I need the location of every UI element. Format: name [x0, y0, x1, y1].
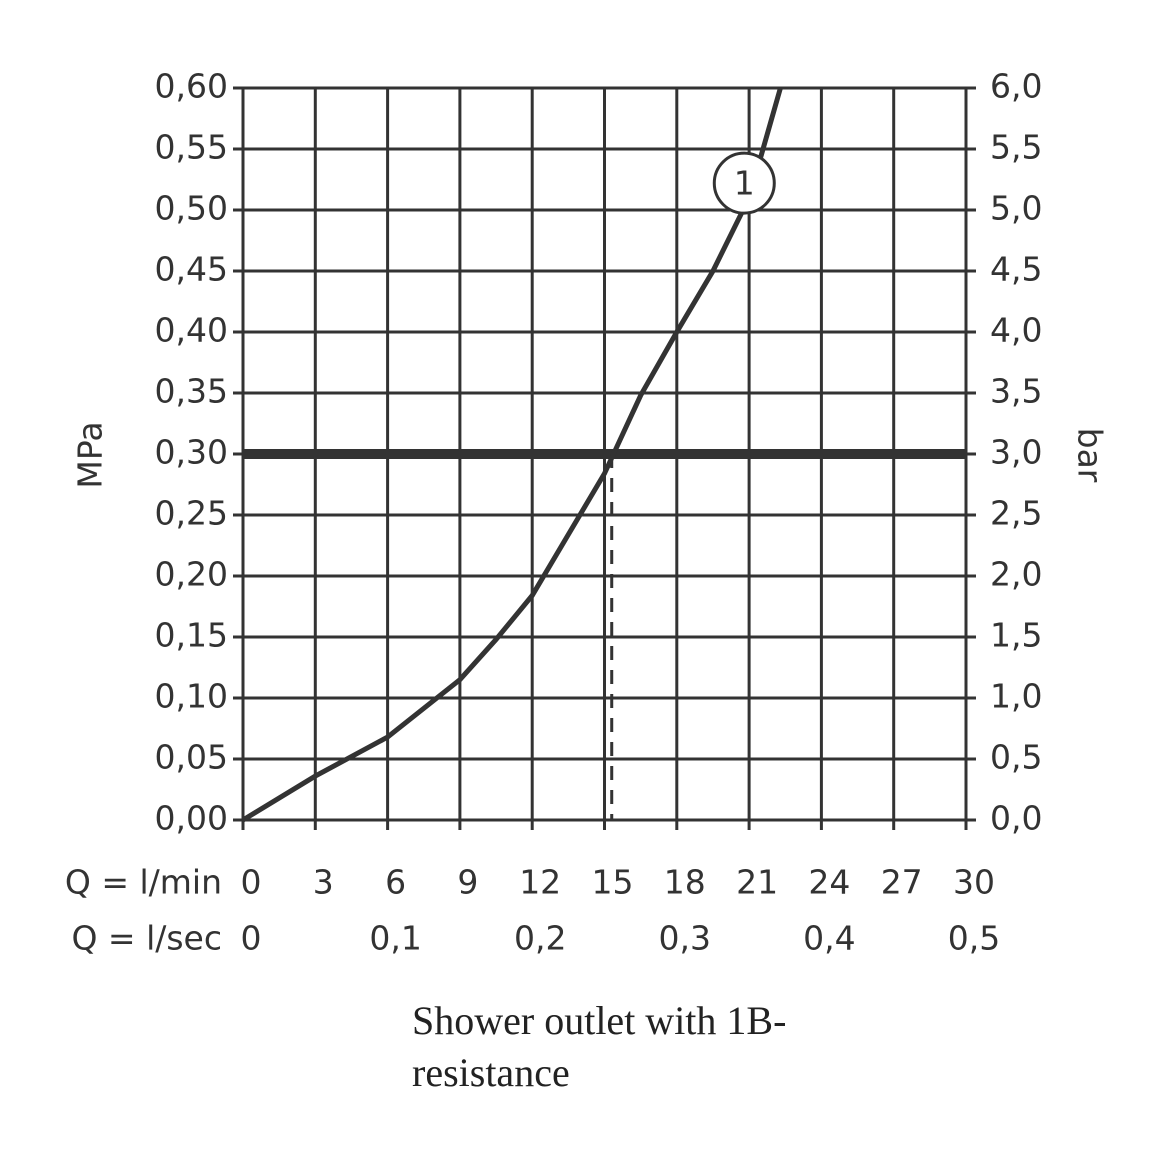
- y2-tick-label: 2,5: [990, 494, 1042, 533]
- y-tick-label: 0,30: [155, 433, 228, 472]
- x-tick-label: 12: [519, 863, 561, 902]
- x2-tick-label: 0,5: [948, 919, 1000, 958]
- y-tick-label: 0,45: [155, 250, 228, 289]
- x-tick-label: 9: [457, 863, 478, 902]
- x-tick-label: 24: [808, 863, 850, 902]
- y2-tick-label: 1,5: [990, 616, 1042, 655]
- y2-tick-label: 5,5: [990, 128, 1042, 167]
- y-tick-label: 0,10: [155, 677, 228, 716]
- x2-tick-label: 0,3: [659, 919, 711, 958]
- y-tick-label: 0,60: [155, 67, 228, 106]
- y2-tick-label: 4,0: [990, 311, 1042, 350]
- x-tick-label: 0: [241, 863, 262, 902]
- annotation-label: 1: [734, 164, 755, 203]
- y-tick-label: 0,25: [155, 494, 228, 533]
- y2-axis-title: bar: [1071, 428, 1110, 483]
- y-tick-label: 0,40: [155, 311, 228, 350]
- x2-tick-label: 0,1: [369, 919, 421, 958]
- y-tick-label: 0,15: [155, 616, 228, 655]
- x2-tick-label: 0,4: [803, 919, 855, 958]
- y-axis-title: MPa: [71, 421, 110, 488]
- caption: Shower outlet with 1B-resistance: [412, 998, 787, 1095]
- y2-tick-label: 0,5: [990, 738, 1042, 777]
- x-tick-label: 18: [664, 863, 706, 902]
- y2-tick-label: 2,0: [990, 555, 1042, 594]
- x-tick-label: 6: [385, 863, 406, 902]
- y-tick-label: 0,00: [155, 799, 228, 838]
- y2-tick-label: 6,0: [990, 67, 1042, 106]
- y-tick-label: 0,20: [155, 555, 228, 594]
- annotation-circle: [712, 151, 776, 215]
- y-tick-label: 0,35: [155, 372, 228, 411]
- x-tick-label: 30: [953, 863, 995, 902]
- y2-tick-label: 5,0: [990, 189, 1042, 228]
- x-tick-label: 15: [592, 863, 634, 902]
- y-tick-label: 0,05: [155, 738, 228, 777]
- y2-tick-label: 4,5: [990, 250, 1042, 289]
- x-tick-label: 27: [881, 863, 923, 902]
- x-tick-label: 21: [736, 863, 778, 902]
- y2-tick-label: 3,5: [990, 372, 1042, 411]
- y2-tick-label: 3,0: [990, 433, 1042, 472]
- y-tick-label: 0,50: [155, 189, 228, 228]
- curve: [241, 87, 783, 823]
- x-axis-title: Q = l/min: [65, 863, 222, 902]
- x2-axis-title: Q = l/sec: [71, 919, 222, 958]
- x2-tick-label: 0,2: [514, 919, 566, 958]
- y2-tick-label: 0,0: [990, 799, 1042, 838]
- x-tick-label: 3: [313, 863, 334, 902]
- y-tick-label: 0,55: [155, 128, 228, 167]
- y2-tick-label: 1,0: [990, 677, 1042, 716]
- x2-tick-label: 0: [241, 919, 262, 958]
